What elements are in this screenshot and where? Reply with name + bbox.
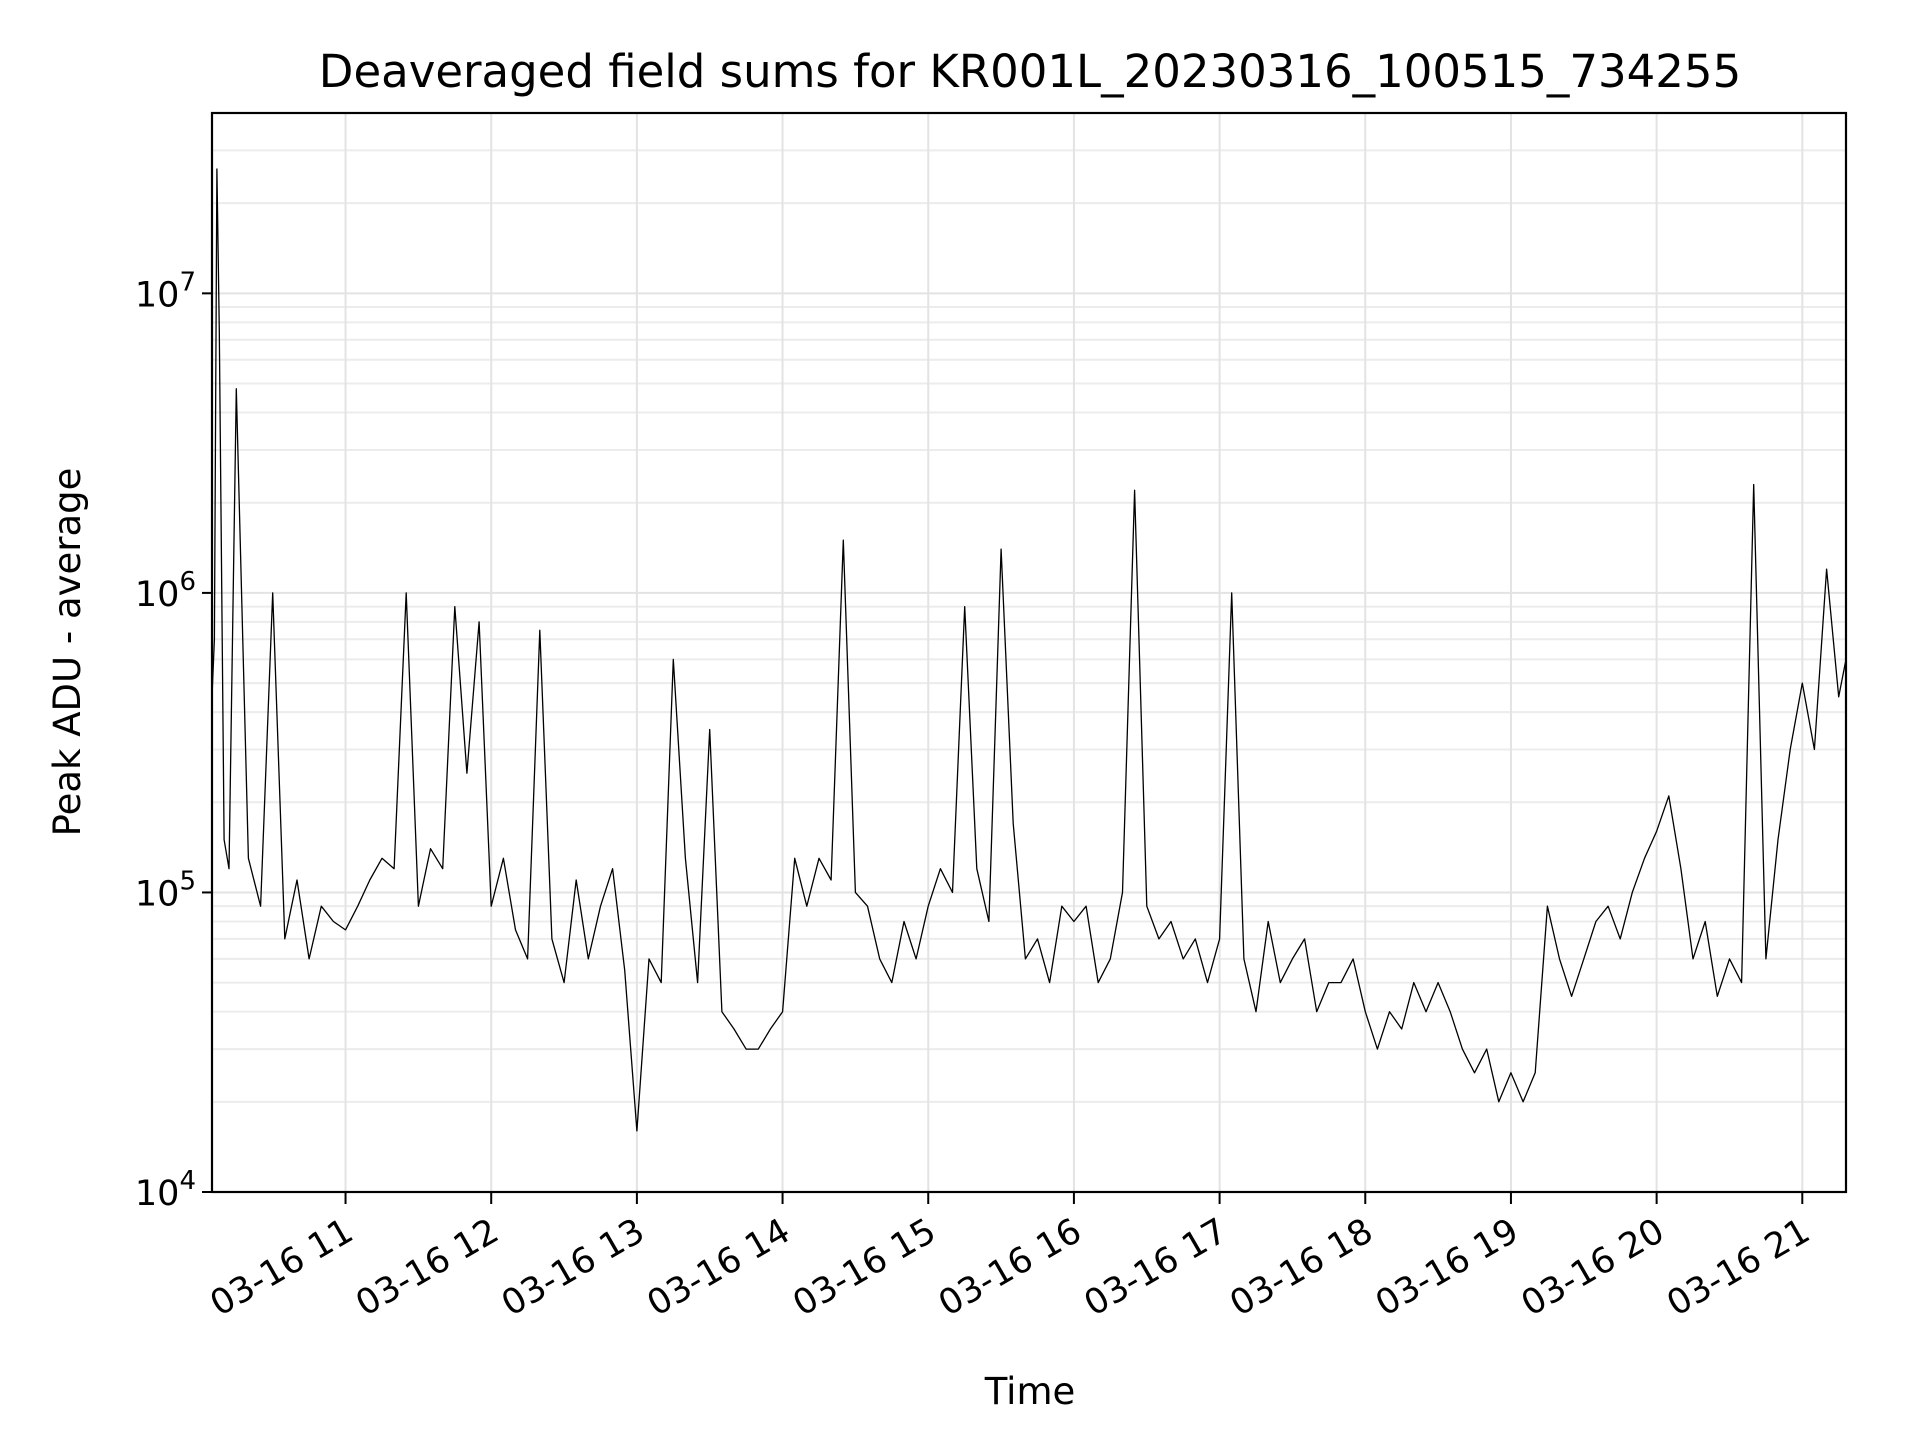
y-tick-label: 107	[135, 267, 196, 315]
grid	[212, 112, 1846, 1193]
x-tick-label: 03-16 17	[1078, 1211, 1234, 1324]
x-tick-label: 03-16 11	[204, 1211, 360, 1324]
series-layer	[211, 168, 1847, 1132]
y-tick-label: 105	[135, 866, 196, 914]
y-axis-label: Peak ADU - average	[46, 468, 89, 837]
x-tick-label: 03-16 20	[1515, 1211, 1671, 1324]
x-tick-label: 03-16 19	[1369, 1211, 1525, 1324]
chart-title: Deaveraged field sums for KR001L_2023031…	[319, 45, 1741, 98]
x-tick-label: 03-16 12	[349, 1211, 505, 1324]
y-axis-ticks: 104 105 106 107	[135, 267, 212, 1214]
plot-frame	[210, 111, 1848, 1194]
x-tick-label: 03-16 21	[1661, 1211, 1817, 1324]
x-axis-label: Time	[984, 1370, 1076, 1413]
y-tick-label: 106	[135, 567, 196, 615]
x-tick-label: 03-16 18	[1223, 1211, 1379, 1324]
series-line-0	[211, 168, 1847, 1132]
x-tick-label: 03-16 13	[495, 1211, 651, 1324]
x-tick-label: 03-16 16	[932, 1211, 1088, 1324]
y-tick-label: 104	[135, 1166, 196, 1214]
x-tick-label: 03-16 15	[786, 1211, 942, 1324]
x-tick-label: 03-16 14	[641, 1211, 797, 1324]
